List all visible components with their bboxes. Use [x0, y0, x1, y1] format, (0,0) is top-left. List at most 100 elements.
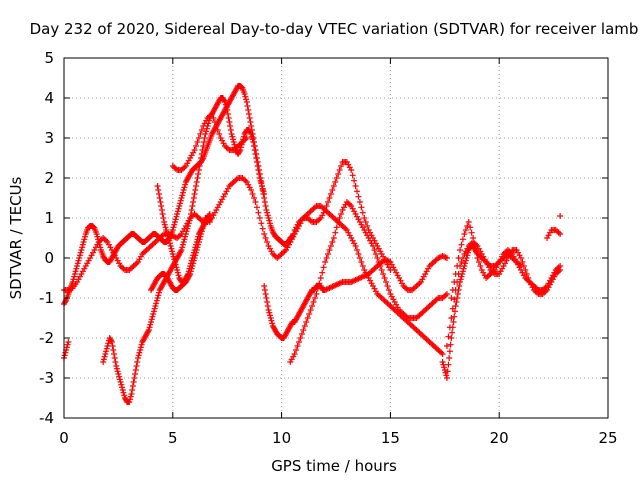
data-point: [182, 233, 189, 240]
data-point: [100, 356, 107, 363]
data-point: [113, 363, 120, 369]
data-point: [287, 239, 294, 245]
data-point: [213, 123, 220, 129]
data-point: [121, 392, 128, 399]
data-point: [455, 255, 462, 261]
data-point: [194, 175, 201, 181]
data-point: [441, 364, 448, 371]
data-point: [301, 323, 308, 329]
data-point: [465, 219, 472, 225]
data-point: [263, 207, 270, 213]
data-point: [248, 133, 255, 140]
data-point: [154, 295, 161, 301]
data-point: [184, 272, 191, 279]
data-point: [221, 97, 228, 104]
data-point: [134, 359, 141, 365]
data-point: [175, 272, 182, 279]
data-point: [262, 203, 269, 209]
data-point: [253, 159, 260, 165]
data-point: [119, 384, 126, 391]
y-tick-labels: -4 -3 -2 -1 0 1 2 3 4 5: [39, 49, 54, 427]
data-point: [336, 167, 343, 173]
data-point: [185, 220, 192, 227]
data-point: [446, 355, 453, 361]
data-point: [76, 252, 83, 259]
data-point: [114, 368, 121, 375]
data-point: [75, 257, 82, 264]
data-point: [191, 147, 198, 153]
data-point: [557, 231, 564, 237]
data-point: [194, 139, 201, 145]
data-point: [462, 227, 469, 233]
data-point: [189, 255, 196, 261]
data-point: [325, 199, 332, 205]
data-point: [172, 261, 179, 268]
data-point: [447, 341, 454, 348]
data-point: [459, 268, 466, 275]
x-tick-labels: 0 5 10 15 20 25: [59, 429, 617, 447]
data-point: [193, 183, 200, 189]
data-point: [378, 267, 385, 273]
data-point: [254, 163, 261, 169]
data-point: [243, 96, 250, 103]
data-point: [264, 209, 271, 216]
data-point: [62, 298, 69, 305]
data-point: [264, 239, 271, 245]
data-point: [64, 341, 71, 348]
data-point: [298, 331, 305, 337]
data-point: [158, 203, 165, 209]
x-tick-label: 0: [59, 429, 69, 447]
data-point: [169, 251, 176, 257]
data-point: [79, 244, 86, 251]
plot-frame: [63, 57, 609, 419]
data-point: [110, 347, 117, 353]
data-point: [244, 103, 251, 109]
data-point: [113, 365, 120, 372]
data-point: [167, 243, 174, 249]
data-point: [444, 368, 451, 375]
data-point: [137, 344, 144, 351]
data-point: [186, 217, 193, 224]
data-point: [358, 204, 365, 211]
data-point: [203, 128, 210, 135]
data-point: [330, 183, 337, 189]
data-point: [450, 319, 457, 325]
data-point: [154, 183, 161, 189]
data-point: [338, 163, 345, 169]
data-point: [332, 179, 339, 185]
data-point: [198, 151, 205, 157]
data-point: [169, 227, 176, 233]
data-point: [200, 143, 207, 149]
data-point: [230, 139, 237, 145]
data-point: [187, 211, 194, 217]
y-tick-label: 5: [44, 49, 54, 67]
data-point: [193, 143, 200, 149]
data-point: [242, 93, 249, 100]
data-point: [224, 107, 231, 113]
data-point: [262, 291, 269, 297]
data-point: [452, 303, 459, 309]
data-point: [449, 329, 456, 336]
data-point: [253, 204, 260, 211]
data-point: [128, 391, 135, 397]
data-point: [65, 339, 72, 345]
data-point: [74, 263, 81, 269]
data-point: [263, 295, 270, 301]
data-point: [359, 209, 366, 216]
data-point: [329, 187, 336, 193]
y-tick-label: -1: [39, 289, 54, 307]
data-point: [462, 257, 469, 264]
data-point: [465, 249, 472, 256]
series-track-d: [100, 95, 268, 405]
data-point: [149, 313, 156, 320]
data-point: [146, 324, 153, 331]
data-point: [327, 243, 334, 249]
data-point: [265, 215, 272, 221]
data-point: [517, 255, 524, 261]
data-point: [259, 185, 266, 192]
data-point: [461, 231, 468, 237]
data-point: [184, 225, 191, 232]
data-point: [452, 271, 459, 277]
data-point: [459, 271, 466, 277]
